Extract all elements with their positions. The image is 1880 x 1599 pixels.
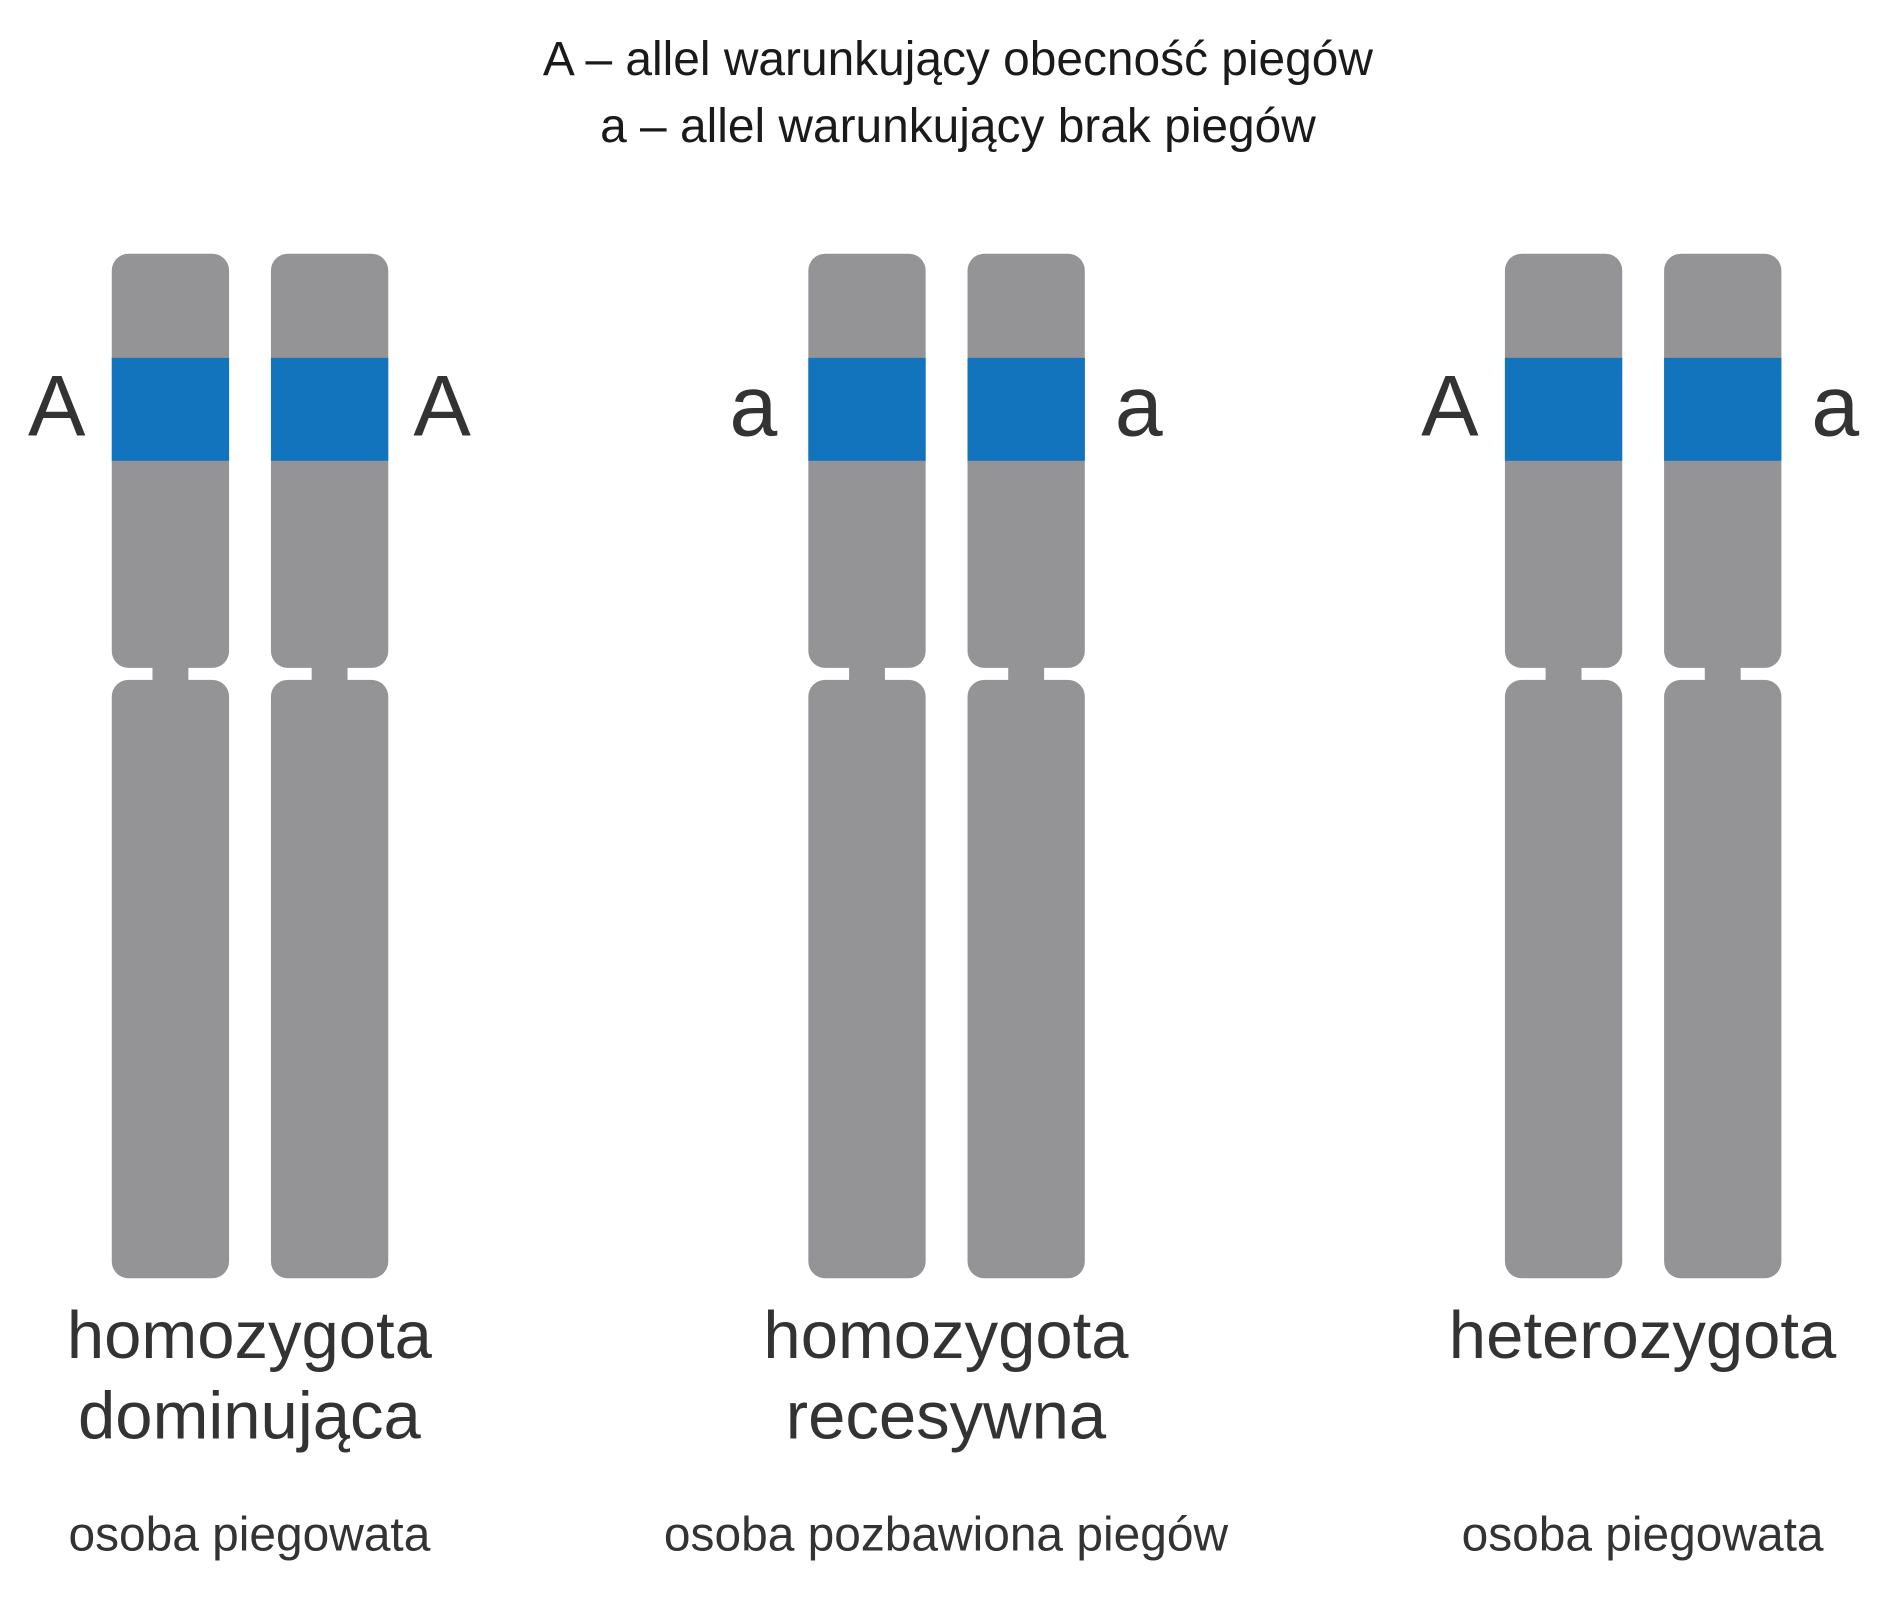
chromosome-lower-arm (808, 679, 926, 1279)
chromosome-lower-arm (967, 679, 1085, 1279)
left-allele: A (1421, 359, 1479, 455)
right-allele: a (1115, 359, 1163, 455)
phenotype: osoba piegowata (1462, 1509, 1824, 1562)
zygosity-name: dominująca (78, 1378, 421, 1453)
right-allele: A (413, 359, 471, 455)
phenotype: osoba piegowata (68, 1509, 430, 1562)
allele-band (967, 357, 1085, 461)
zygosity-name: homozygota (67, 1298, 433, 1373)
left-allele: a (729, 359, 777, 455)
chromosome-lower-arm (270, 679, 389, 1279)
left-allele: A (28, 359, 86, 455)
chromosome-lower-arm (1504, 679, 1623, 1279)
allele-band (1504, 357, 1623, 461)
allele-band (1664, 357, 1782, 461)
allele-band (808, 357, 926, 461)
phenotype: osoba pozbawiona piegów (664, 1509, 1229, 1562)
right-allele: a (1811, 359, 1859, 455)
chromosome-lower-arm (1664, 679, 1782, 1279)
legend-line: a – allel warunkujący brak piegów (600, 100, 1316, 153)
allele-band (111, 357, 230, 461)
allele-band (270, 357, 389, 461)
legend-line: A – allel warunkujący obecność piegów (543, 33, 1373, 86)
zygosity-name: recesywna (786, 1378, 1107, 1453)
zygosity-name: homozygota (763, 1298, 1129, 1373)
chromosome-lower-arm (111, 679, 230, 1279)
zygosity-name: heterozygota (1449, 1298, 1837, 1373)
